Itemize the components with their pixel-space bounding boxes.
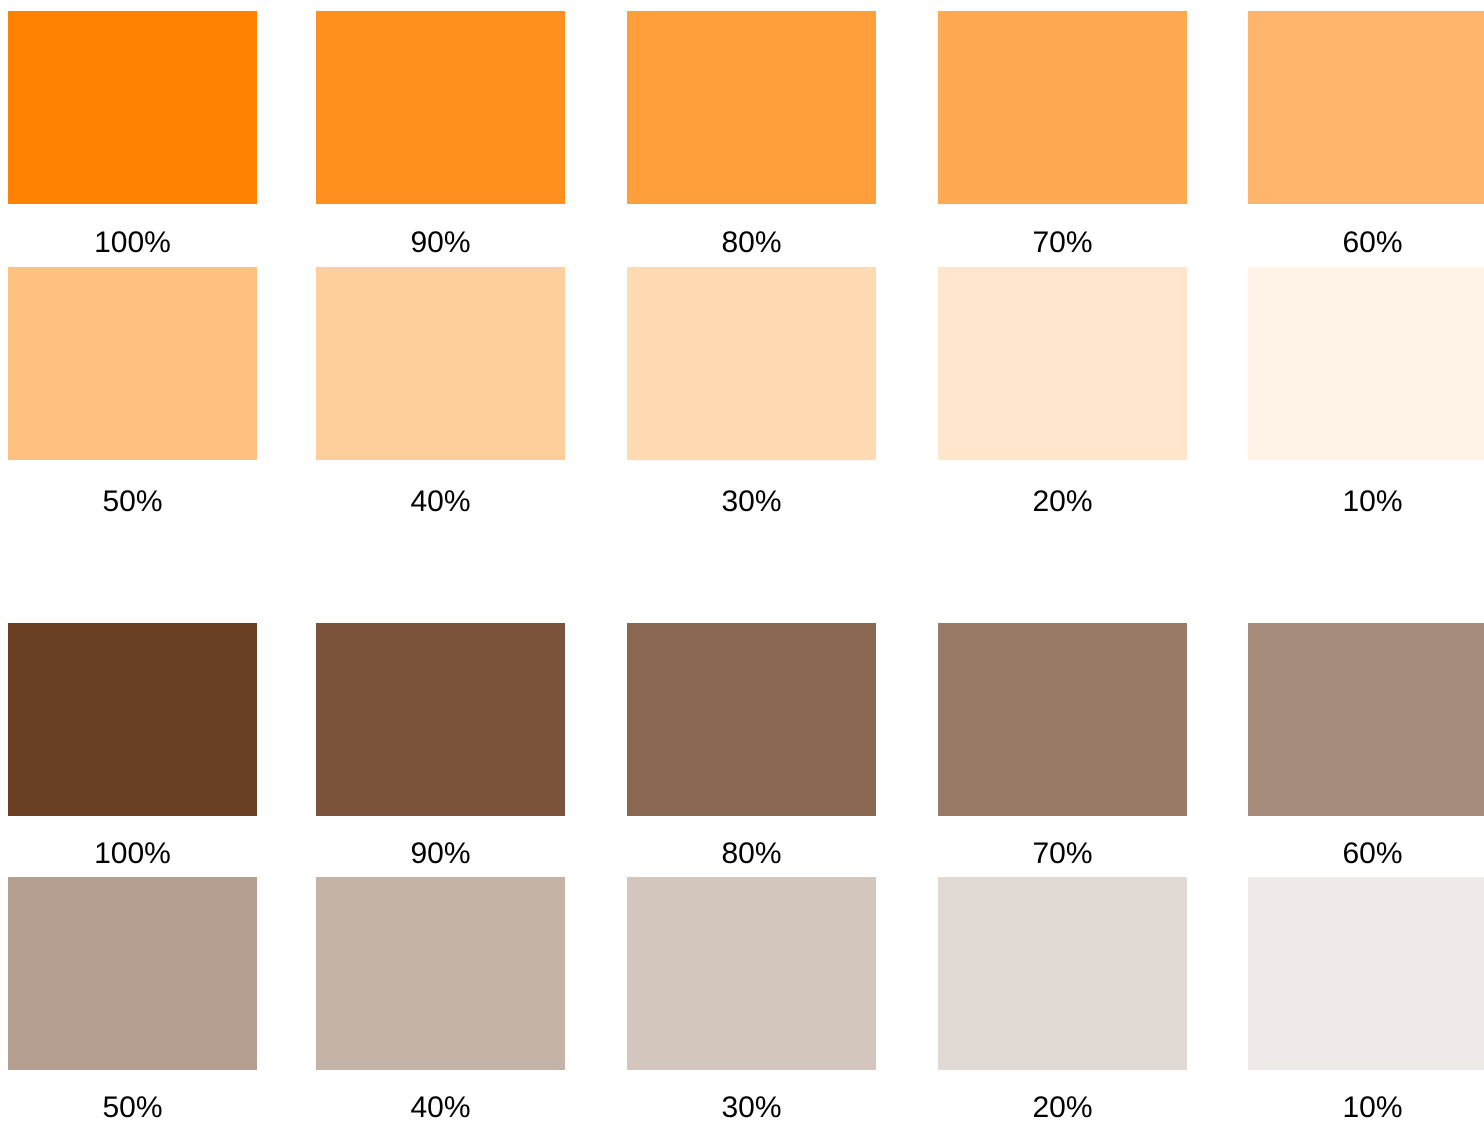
swatch-orange-20 [938,267,1187,460]
swatch-brown-70 [938,623,1187,816]
swatch-label: 40% [410,485,471,518]
swatch-label: 70% [1032,837,1093,870]
swatch-brown-100 [8,623,257,816]
swatch-label: 50% [102,485,163,518]
swatch-orange-40 [316,267,565,460]
swatch-brown-30 [627,877,876,1070]
swatch-brown-50 [8,877,257,1070]
swatch-label: 90% [410,837,471,870]
swatch-orange-90 [316,11,565,204]
swatch-label: 60% [1342,226,1403,259]
swatch-brown-40 [316,877,565,1070]
swatch-label: 100% [94,226,171,259]
swatch-orange-100 [8,11,257,204]
swatch-orange-10 [1248,267,1484,460]
swatch-orange-30 [627,267,876,460]
swatch-label: 60% [1342,837,1403,870]
swatch-brown-10 [1248,877,1484,1070]
swatch-label: 100% [94,837,171,870]
swatch-label: 40% [410,1091,471,1124]
swatch-orange-80 [627,11,876,204]
swatch-brown-60 [1248,623,1484,816]
swatch-label: 30% [721,1091,782,1124]
swatch-orange-60 [1248,11,1484,204]
swatch-orange-70 [938,11,1187,204]
swatch-label: 30% [721,485,782,518]
swatch-label: 90% [410,226,471,259]
swatch-brown-80 [627,623,876,816]
swatch-label: 20% [1032,485,1093,518]
swatch-label: 20% [1032,1091,1093,1124]
swatch-brown-20 [938,877,1187,1070]
swatch-label: 70% [1032,226,1093,259]
swatch-label: 80% [721,837,782,870]
swatch-brown-90 [316,623,565,816]
swatch-orange-50 [8,267,257,460]
swatch-label: 80% [721,226,782,259]
swatch-label: 10% [1342,1091,1403,1124]
swatch-label: 10% [1342,485,1403,518]
swatch-label: 50% [102,1091,163,1124]
